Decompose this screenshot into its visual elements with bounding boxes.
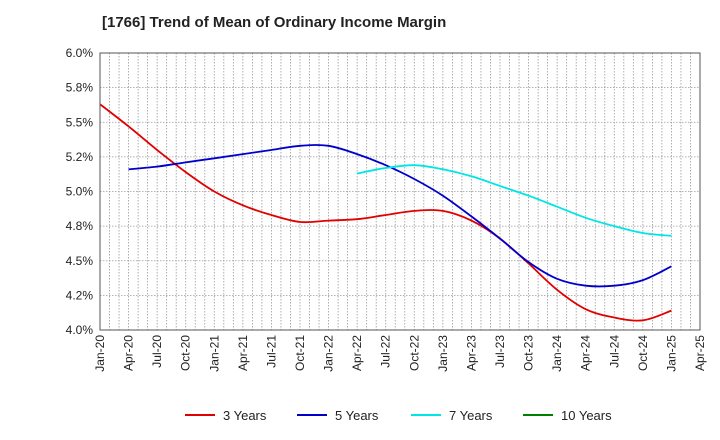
series-line-7-years xyxy=(356,164,672,237)
x-tick-label: Jul-20 xyxy=(150,335,164,368)
x-tick-label: Apr-21 xyxy=(236,335,250,371)
y-tick-label: 4.2% xyxy=(66,288,94,302)
x-tick-label: Oct-21 xyxy=(293,335,307,371)
y-tick-label: 4.0% xyxy=(66,323,94,337)
x-tick-label: Jan-24 xyxy=(550,335,564,372)
legend-label: 7 Years xyxy=(449,408,493,423)
y-tick-label: 4.8% xyxy=(66,219,94,233)
x-tick-label: Oct-23 xyxy=(522,335,536,371)
y-tick-label: 6.0% xyxy=(66,46,94,60)
x-tick-label: Jul-22 xyxy=(379,335,393,368)
x-tick-label: Jul-23 xyxy=(493,335,507,368)
x-tick-label: Jul-24 xyxy=(607,335,621,368)
y-tick-label: 5.2% xyxy=(66,150,94,164)
series-lines xyxy=(99,103,672,322)
x-tick-label: Oct-20 xyxy=(179,335,193,371)
plot-area-border xyxy=(99,52,701,331)
x-tick-label: Oct-22 xyxy=(407,335,421,371)
y-tick-label: 4.5% xyxy=(66,254,94,268)
y-tick-label: 5.0% xyxy=(66,185,94,199)
axes: 4.0% 4.2% 4.5% 4.8% 5.0% 5.2% 5.5% 5.8% 6.0% Jan-… xyxy=(66,46,707,372)
x-tick-label: Jan-25 xyxy=(664,335,678,372)
grid xyxy=(100,53,700,330)
legend-label: 10 Years xyxy=(561,408,612,423)
x-tick-label: Oct-24 xyxy=(636,335,650,371)
x-tick-label: Apr-23 xyxy=(464,335,478,371)
x-tick-label: Jan-20 xyxy=(93,335,107,372)
x-tick-label: Jan-23 xyxy=(436,335,450,372)
series-line-5-years xyxy=(128,144,672,288)
series-line-3-years xyxy=(99,103,672,322)
legend: 3 Years 5 Years 7 Years 10 Years xyxy=(185,408,612,423)
x-tick-label: Apr-25 xyxy=(693,335,707,371)
y-tick-label: 5.5% xyxy=(66,115,94,129)
x-tick-label: Apr-20 xyxy=(122,335,136,371)
legend-label: 5 Years xyxy=(335,408,379,423)
x-tick-label: Jan-21 xyxy=(207,335,221,372)
x-tick-label: Apr-22 xyxy=(350,335,364,371)
x-tick-label: Apr-24 xyxy=(579,335,593,371)
chart-title: [1766] Trend of Mean of Ordinary Income … xyxy=(102,14,447,31)
x-tick-label: Jan-22 xyxy=(322,335,336,372)
y-tick-label: 5.8% xyxy=(66,81,94,95)
x-tick-label: Jul-21 xyxy=(264,335,278,368)
legend-label: 3 Years xyxy=(223,408,267,423)
